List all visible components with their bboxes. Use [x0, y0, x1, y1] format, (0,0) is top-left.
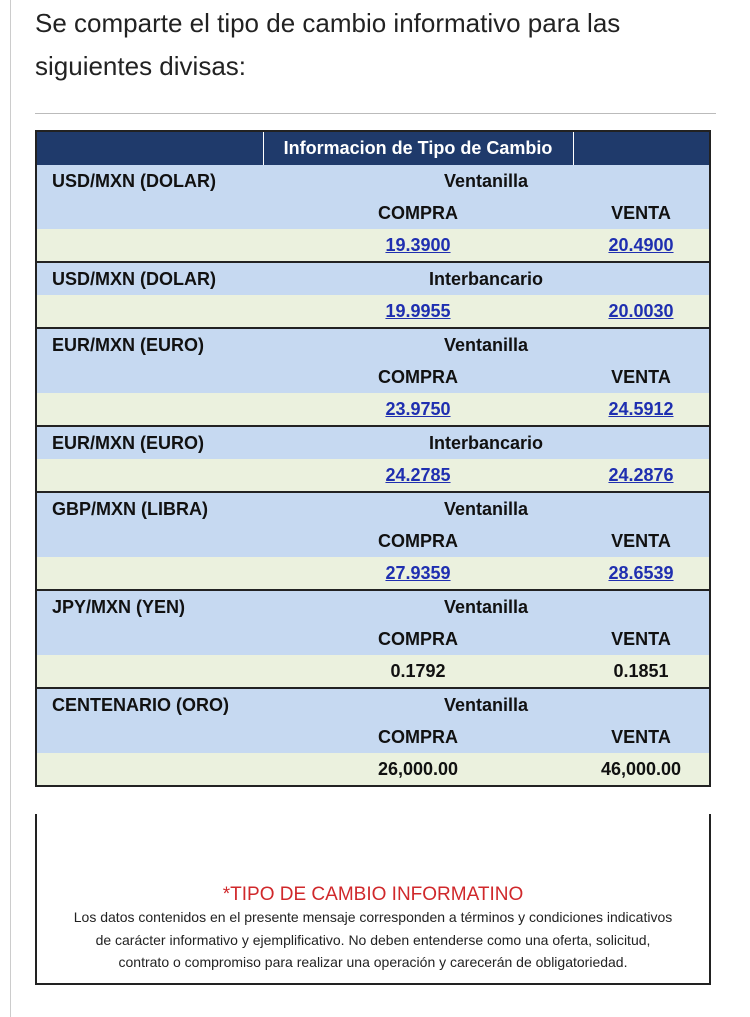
divider: [35, 113, 716, 114]
cell: [36, 721, 263, 753]
value-cell: 19.3900: [263, 229, 573, 262]
disclaimer-line: de carácter informativo y ejemplificativ…: [95, 931, 651, 948]
cell: [36, 655, 263, 688]
column-header-row: COMPRA VENTA: [36, 721, 710, 753]
column-header-row: COMPRA VENTA: [36, 623, 710, 655]
footnote: *TIPO DE CAMBIO INFORMATINO Los datos co…: [35, 814, 711, 985]
exchange-table: Informacion de Tipo de Cambio USD/MXN (D…: [35, 130, 711, 787]
rate-link[interactable]: 19.9955: [385, 300, 451, 321]
type-row: JPY/MXN (YEN) Ventanilla: [36, 589, 710, 623]
type-row: GBP/MXN (LIBRA) Ventanilla: [36, 491, 710, 525]
pair: USD/MXN (DOLAR): [36, 165, 263, 197]
rate-type: Ventanilla: [263, 589, 710, 623]
cell: [36, 393, 263, 426]
value-cell: 23.9750: [263, 393, 573, 426]
column-header: COMPRA: [263, 721, 573, 753]
value-row: 23.9750 24.5912: [36, 393, 710, 426]
cell: [36, 295, 263, 328]
pair: EUR/MXN (EURO): [36, 425, 263, 459]
cell: [36, 197, 263, 229]
value-row: 27.9359 28.6539: [36, 557, 710, 590]
intro-line: Se comparte el tipo de cambio informativ…: [35, 8, 621, 38]
value-cell: 20.4900: [573, 229, 710, 262]
type-row: EUR/MXN (EURO) Interbancario: [36, 425, 710, 459]
column-header: COMPRA: [263, 361, 573, 393]
value-row: 19.9955 20.0030: [36, 295, 710, 328]
value-cell: 24.5912: [573, 393, 710, 426]
cell: [36, 623, 263, 655]
pair: GBP/MXN (LIBRA): [36, 491, 263, 525]
edge-line: [10, 0, 11, 1017]
rate-value: 26,000.00: [263, 753, 573, 786]
value-cell: 27.9359: [263, 557, 573, 590]
footnote-title: *TIPO DE CAMBIO INFORMATINO: [222, 884, 524, 905]
rate-link[interactable]: 24.2876: [608, 464, 674, 485]
cell: [36, 131, 264, 165]
rate-type: Ventanilla: [263, 165, 710, 197]
cell: [36, 525, 263, 557]
column-header: VENTA: [573, 525, 710, 557]
rate-type: Interbancario: [263, 425, 710, 459]
pair: USD/MXN (DOLAR): [36, 261, 263, 295]
table-title: Informacion de Tipo de Cambio: [263, 131, 574, 165]
rate-type: Ventanilla: [263, 491, 710, 525]
column-header: VENTA: [573, 623, 710, 655]
intro-line: siguientes divisas:: [35, 51, 246, 81]
rate-type: Interbancario: [263, 261, 710, 295]
pair: CENTENARIO (ORO): [36, 687, 263, 721]
column-header: VENTA: [573, 197, 710, 229]
rate-value: 0.1851: [573, 655, 710, 688]
rate-link[interactable]: 20.4900: [608, 234, 674, 255]
cell: [36, 229, 263, 262]
column-header: VENTA: [573, 361, 710, 393]
cell: [36, 753, 263, 786]
rate-value: 46,000.00: [573, 753, 710, 786]
disclaimer-line: Los datos contenidos en el presente mens…: [73, 909, 673, 925]
cell: [36, 459, 263, 492]
pair: EUR/MXN (EURO): [36, 327, 263, 361]
value-row: 19.3900 20.4900: [36, 229, 710, 262]
value-row: 24.2785 24.2876: [36, 459, 710, 492]
column-header: COMPRA: [263, 623, 573, 655]
pair: JPY/MXN (YEN): [36, 589, 263, 623]
column-header: COMPRA: [263, 525, 573, 557]
rate-link[interactable]: 28.6539: [608, 562, 674, 583]
cell: [36, 361, 263, 393]
value-cell: 19.9955: [263, 295, 573, 328]
rate-link[interactable]: 20.0030: [608, 300, 674, 321]
type-row: USD/MXN (DOLAR) Interbancario: [36, 261, 710, 295]
column-header-row: COMPRA VENTA: [36, 361, 710, 393]
rate-type: Ventanilla: [263, 687, 710, 721]
rate-link[interactable]: 19.3900: [385, 234, 451, 255]
cell: [573, 131, 710, 165]
cell: [36, 557, 263, 590]
rate-value: 0.1792: [263, 655, 573, 688]
value-row: 26,000.00 46,000.00: [36, 753, 710, 786]
intro: Se comparte el tipo de cambio informativ…: [35, 2, 620, 88]
header-row: Informacion de Tipo de Cambio: [36, 131, 710, 165]
rate-link[interactable]: 23.9750: [385, 398, 451, 419]
type-row: USD/MXN (DOLAR) Ventanilla: [36, 165, 710, 197]
rate-link[interactable]: 24.5912: [608, 398, 674, 419]
column-header-row: COMPRA VENTA: [36, 525, 710, 557]
value-cell: 24.2876: [573, 459, 710, 492]
value-cell: 20.0030: [573, 295, 710, 328]
rate-type: Ventanilla: [263, 327, 710, 361]
disclaimer-line: contrato o compromiso para realizar una …: [118, 954, 628, 970]
value-cell: 24.2785: [263, 459, 573, 492]
rate-link[interactable]: 27.9359: [385, 562, 451, 583]
column-header: VENTA: [573, 721, 710, 753]
column-header-row: COMPRA VENTA: [36, 197, 710, 229]
type-row: EUR/MXN (EURO) Ventanilla: [36, 327, 710, 361]
column-header: COMPRA: [263, 197, 573, 229]
value-cell: 28.6539: [573, 557, 710, 590]
rate-link[interactable]: 24.2785: [385, 464, 451, 485]
type-row: CENTENARIO (ORO) Ventanilla: [36, 687, 710, 721]
value-row: 0.1792 0.1851: [36, 655, 710, 688]
